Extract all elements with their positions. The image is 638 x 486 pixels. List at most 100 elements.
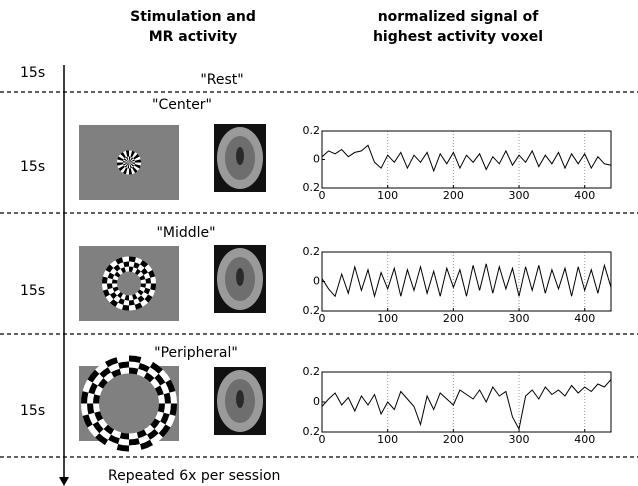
checker (103, 424, 114, 435)
checker (99, 367, 111, 378)
checker (122, 256, 129, 263)
checker (138, 434, 150, 445)
checker (150, 276, 157, 284)
plot-frame (321, 130, 612, 189)
checker (129, 304, 136, 311)
checker (101, 283, 108, 291)
checker (94, 411, 103, 422)
y-tick-label: 0 (313, 275, 320, 288)
checker (108, 362, 120, 373)
checker (129, 361, 140, 369)
checker (129, 162, 132, 169)
checker (133, 165, 140, 171)
checker (120, 166, 126, 173)
checker (139, 357, 153, 368)
signal-line (321, 263, 612, 299)
condition-label: "Middle" (156, 225, 215, 241)
checker (118, 165, 125, 171)
checker (116, 355, 129, 363)
checker (144, 424, 155, 435)
checker (129, 444, 142, 452)
checker (88, 412, 98, 425)
x-tick-label: 200 (443, 189, 464, 202)
checker (112, 275, 119, 281)
checker (117, 268, 123, 275)
ventricle (236, 390, 244, 408)
checker (113, 264, 121, 272)
checker (129, 160, 136, 163)
checker (92, 421, 104, 434)
checker (129, 367, 139, 375)
checker (132, 166, 138, 173)
checker (137, 295, 145, 303)
checker (129, 162, 136, 165)
checker (129, 156, 131, 163)
checker (137, 264, 145, 272)
checker (87, 424, 100, 438)
checker (109, 299, 118, 307)
checker (129, 438, 140, 446)
checker (137, 289, 144, 296)
checker (97, 418, 108, 429)
duration: 15s (20, 403, 45, 419)
checker (136, 429, 147, 439)
x-tick-label: 0 (319, 312, 326, 325)
checker (129, 159, 135, 163)
checker (120, 267, 126, 274)
checker (150, 433, 163, 446)
checker (129, 355, 142, 363)
header: normalized signal of (378, 9, 540, 25)
checker (130, 167, 135, 175)
checker (143, 287, 151, 295)
checker (124, 266, 129, 272)
checker (140, 279, 146, 284)
checker (129, 156, 132, 163)
checker (113, 295, 121, 303)
duration: 15s (20, 65, 45, 81)
x-tick-label: 100 (377, 189, 398, 202)
checker (133, 298, 140, 305)
checker (145, 283, 152, 290)
condition-label: "Center" (152, 97, 212, 113)
checker (80, 391, 89, 404)
checker (150, 378, 161, 389)
arrow-head (59, 477, 69, 486)
checker (124, 295, 129, 301)
checker (137, 271, 144, 278)
checker (102, 289, 110, 297)
condition-label: "Peripheral" (154, 345, 238, 361)
checker (169, 403, 178, 416)
checker (143, 272, 151, 280)
checker (139, 275, 146, 281)
checker (150, 418, 161, 429)
y-tick-label: 0.2 (303, 365, 321, 378)
checker (129, 150, 133, 157)
checker (127, 162, 129, 169)
checker (140, 260, 149, 268)
checker (129, 162, 131, 169)
checker (102, 270, 110, 278)
x-tick-label: 100 (377, 312, 398, 325)
x-tick-label: 200 (443, 433, 464, 446)
checker (123, 159, 129, 163)
y-tick-label: 0 (313, 153, 320, 166)
checker (129, 162, 135, 166)
checker (145, 277, 152, 284)
checker (139, 286, 146, 292)
checker (120, 152, 126, 159)
checker (133, 262, 140, 269)
checker (133, 154, 140, 160)
checker (109, 292, 117, 300)
checker (117, 292, 123, 299)
checker (129, 299, 135, 306)
x-tick-label: 0 (319, 189, 326, 202)
checker (92, 403, 100, 413)
checker (134, 257, 143, 265)
checker (118, 262, 125, 269)
checker (95, 433, 108, 446)
checker (134, 156, 141, 161)
x-tick-label: 100 (377, 433, 398, 446)
checker (140, 299, 149, 307)
checker (116, 159, 124, 163)
